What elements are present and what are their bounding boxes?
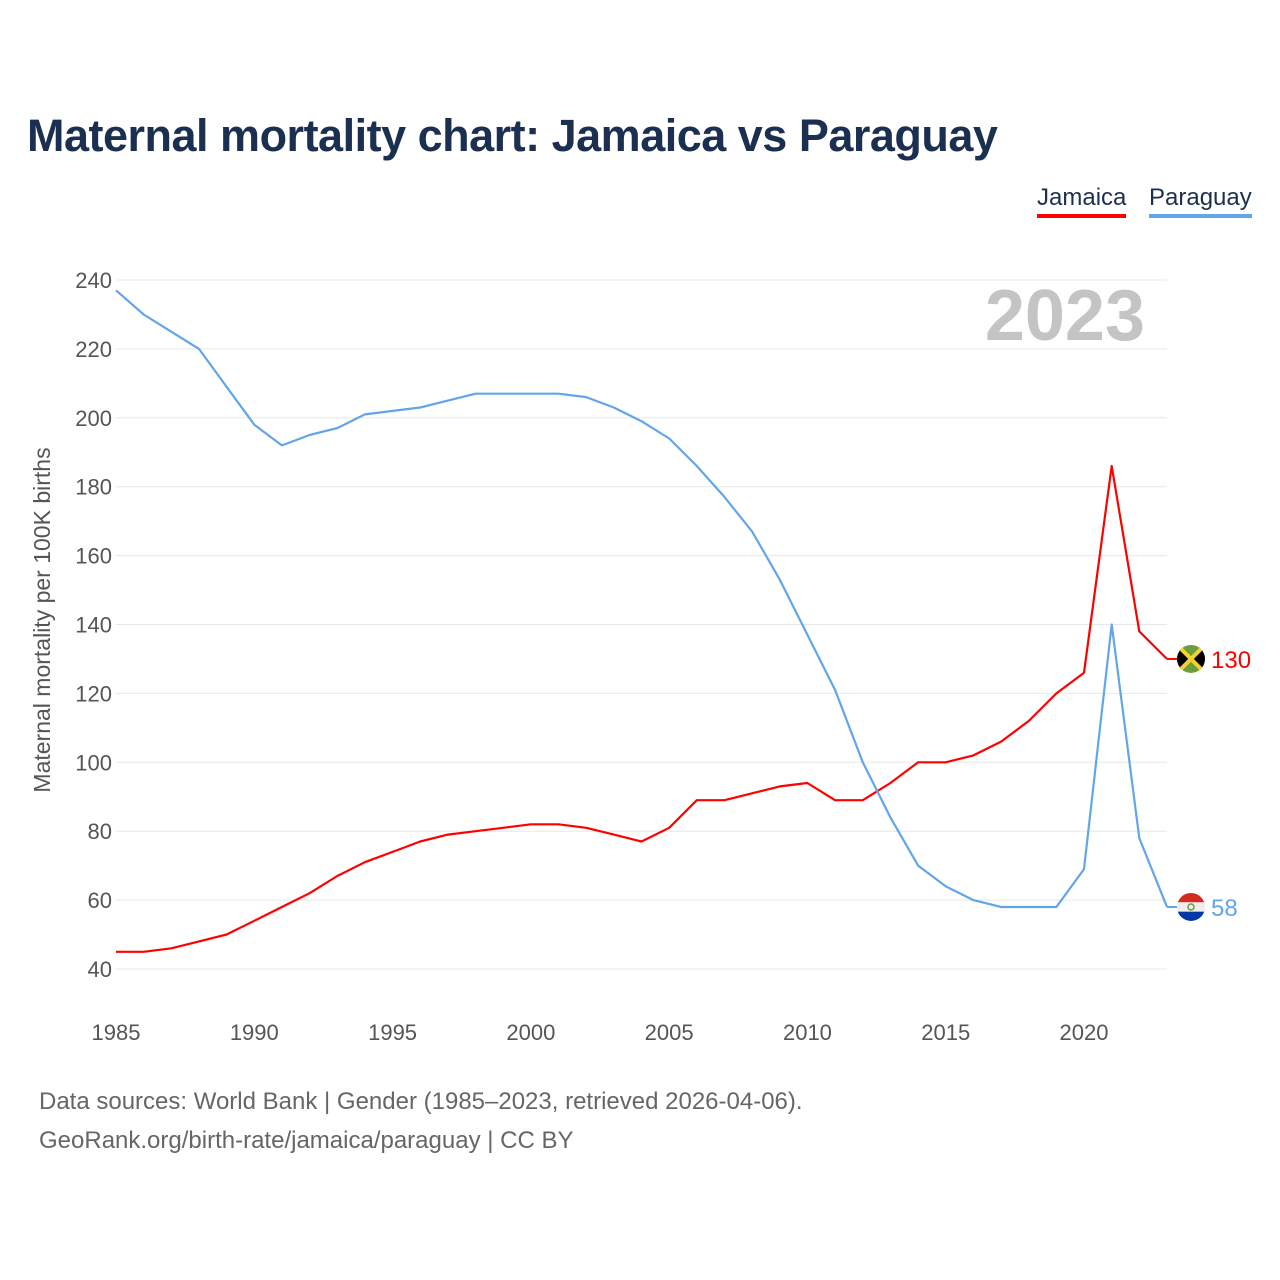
x-tick-label: 2020 <box>1060 1020 1109 1045</box>
footer-link[interactable]: GeoRank.org/birth-rate/jamaica/paraguay … <box>39 1127 574 1154</box>
x-tick-label: 1990 <box>230 1020 279 1045</box>
y-tick-label: 100 <box>75 750 112 775</box>
x-tick-label: 1995 <box>368 1020 417 1045</box>
legend-paraguay[interactable]: Paraguay <box>1149 184 1252 218</box>
jamaica-flag-icon <box>1177 644 1205 673</box>
y-tick-label: 40 <box>88 957 112 982</box>
end-value-label: 130 <box>1211 647 1251 674</box>
paraguay-flag-icon <box>1177 892 1205 921</box>
y-tick-label: 160 <box>75 544 112 569</box>
y-tick-label: 220 <box>75 337 112 362</box>
x-tick-label: 2000 <box>506 1020 555 1045</box>
series-line-jamaica <box>116 464 1168 953</box>
y-tick-label: 200 <box>75 406 112 431</box>
series-line-paraguay <box>115 289 1169 909</box>
y-tick-label: 180 <box>75 475 112 500</box>
chart-title: Maternal mortality chart: Jamaica vs Par… <box>27 110 998 161</box>
x-tick-label: 2015 <box>921 1020 970 1045</box>
y-axis-label: Maternal mortality per 100K births <box>29 447 55 792</box>
y-tick-label: 140 <box>75 613 112 638</box>
x-tick-label: 2010 <box>783 1020 832 1045</box>
legend-jamaica[interactable]: Jamaica <box>1037 184 1127 218</box>
end-value-label: 58 <box>1211 895 1238 922</box>
year-watermark: 2023 <box>985 276 1145 356</box>
y-tick-label: 120 <box>75 681 112 706</box>
y-tick-label: 80 <box>88 819 112 844</box>
footer-sources: Data sources: World Bank | Gender (1985–… <box>39 1088 803 1115</box>
y-tick-label: 240 <box>75 268 112 293</box>
y-tick-label: 60 <box>88 888 112 913</box>
x-tick-label: 1985 <box>92 1020 141 1045</box>
x-tick-label: 2005 <box>645 1020 694 1045</box>
